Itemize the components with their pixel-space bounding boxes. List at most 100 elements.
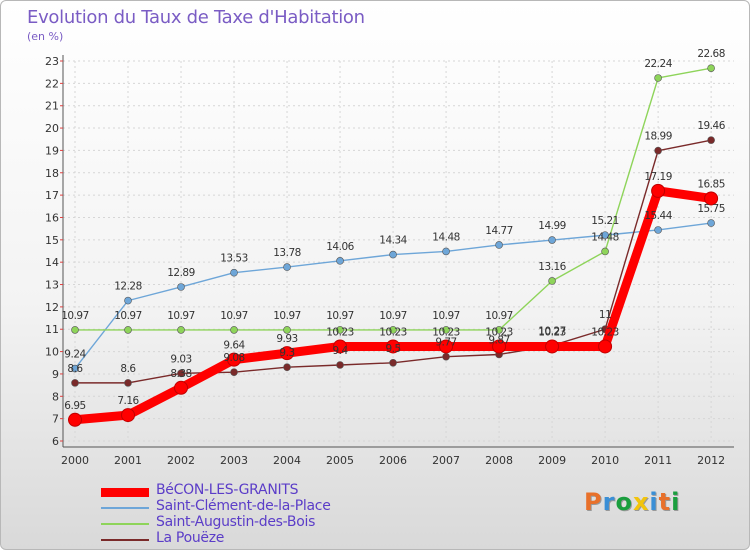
data-point <box>492 339 507 354</box>
data-point <box>336 326 344 334</box>
data-point <box>439 339 454 354</box>
data-label: 9.5 <box>385 343 400 355</box>
x-tick-label: 2007 <box>432 454 460 467</box>
data-point <box>283 263 291 271</box>
chart-subtitle: (en %) <box>27 30 64 43</box>
logo-letter: x <box>632 488 650 516</box>
legend-label: BéCON-LES-GRANITS <box>156 482 299 498</box>
x-tick-label: 2005 <box>326 454 354 467</box>
legend-label: La Pouëze <box>156 530 225 546</box>
data-point <box>336 361 344 369</box>
legend-label: Saint-Augustin-des-Bois <box>156 514 316 530</box>
logo-letter: i <box>671 488 681 516</box>
data-label: 9.87 <box>488 334 509 346</box>
data-label: 9.4 <box>332 345 348 357</box>
y-tick-label: 22 <box>45 77 59 90</box>
data-label: 14.34 <box>379 235 407 247</box>
legend-swatch <box>101 507 149 509</box>
y-tick-label: 14 <box>45 256 59 269</box>
data-point <box>389 326 397 334</box>
data-point <box>389 358 397 367</box>
data-point <box>654 74 662 82</box>
data-label: 10.97 <box>114 310 142 322</box>
data-label: 10.27 <box>538 326 566 338</box>
data-point <box>601 247 609 256</box>
data-label: 18.99 <box>644 131 672 143</box>
y-tick-label: 6 <box>52 435 59 448</box>
data-label: 10.23 <box>538 326 566 338</box>
y-tick-label: 7 <box>52 413 59 426</box>
data-point <box>174 380 189 395</box>
data-point <box>177 326 185 334</box>
y-tick-label: 10 <box>45 346 59 359</box>
data-label: 13.16 <box>538 261 566 273</box>
data-point <box>124 326 132 334</box>
data-label: 10.97 <box>432 310 460 322</box>
x-tick-label: 2000 <box>61 454 89 467</box>
x-tick-label: 2002 <box>167 454 195 467</box>
data-label: 10.97 <box>61 310 89 322</box>
x-tick-label: 2008 <box>485 454 513 467</box>
data-label: 9.24 <box>64 349 86 361</box>
data-point <box>442 326 450 334</box>
x-tick-label: 2004 <box>273 454 301 467</box>
data-label: 14.99 <box>538 220 566 232</box>
logo-letter: o <box>615 488 633 516</box>
x-tick-label: 2012 <box>697 454 725 467</box>
data-point <box>442 247 450 256</box>
data-label: 22.24 <box>644 58 672 70</box>
logo-letter: i <box>649 488 659 516</box>
data-label: 13.53 <box>220 253 248 265</box>
data-point <box>177 369 185 378</box>
data-label: 10.23 <box>326 326 354 338</box>
x-tick-label: 2003 <box>220 454 248 467</box>
x-tick-label: 2006 <box>379 454 407 467</box>
data-label: 7.16 <box>117 395 139 407</box>
data-point <box>68 412 82 427</box>
data-point <box>548 236 556 244</box>
y-tick-label: 12 <box>45 301 59 314</box>
data-label: 10.23 <box>591 326 619 338</box>
legend-label: Saint-Clément-de-la-Place <box>156 498 331 514</box>
data-point <box>230 268 238 277</box>
x-tick-label: 2011 <box>644 454 672 467</box>
data-point <box>548 277 556 285</box>
data-point <box>336 257 344 265</box>
data-point <box>601 231 609 239</box>
data-point <box>654 226 662 234</box>
y-tick-label: 8 <box>52 390 59 403</box>
x-tick-label: 2009 <box>538 454 566 467</box>
x-tick-label: 2001 <box>114 454 142 467</box>
data-point <box>333 339 348 354</box>
data-point <box>124 296 132 305</box>
data-label: 12.89 <box>167 267 195 279</box>
data-point <box>71 379 79 387</box>
y-tick-label: 21 <box>45 100 59 113</box>
data-label: 9.93 <box>276 333 297 345</box>
data-point <box>442 352 450 361</box>
data-point <box>227 352 242 367</box>
data-label: 14.48 <box>432 231 460 243</box>
legend-swatch <box>101 539 149 541</box>
data-label: 8.38 <box>170 368 191 380</box>
data-label: 16.85 <box>697 178 725 190</box>
data-point <box>386 339 401 354</box>
data-label: 15.21 <box>591 215 619 227</box>
data-point <box>654 146 662 155</box>
logo-letter: P <box>584 488 603 516</box>
y-tick-label: 15 <box>45 234 59 247</box>
data-label: 11 <box>599 309 611 321</box>
data-point <box>651 183 666 198</box>
legend-swatch <box>101 488 149 497</box>
data-point <box>495 241 503 249</box>
data-label: 9.3 <box>279 347 294 359</box>
data-point <box>704 191 719 206</box>
data-point <box>545 339 560 354</box>
data-label: 10.97 <box>220 310 248 322</box>
data-label: 19.46 <box>697 120 725 132</box>
y-tick-label: 9 <box>52 368 59 381</box>
data-point <box>707 219 715 227</box>
data-point <box>280 346 295 361</box>
data-label: 14.77 <box>485 225 513 237</box>
